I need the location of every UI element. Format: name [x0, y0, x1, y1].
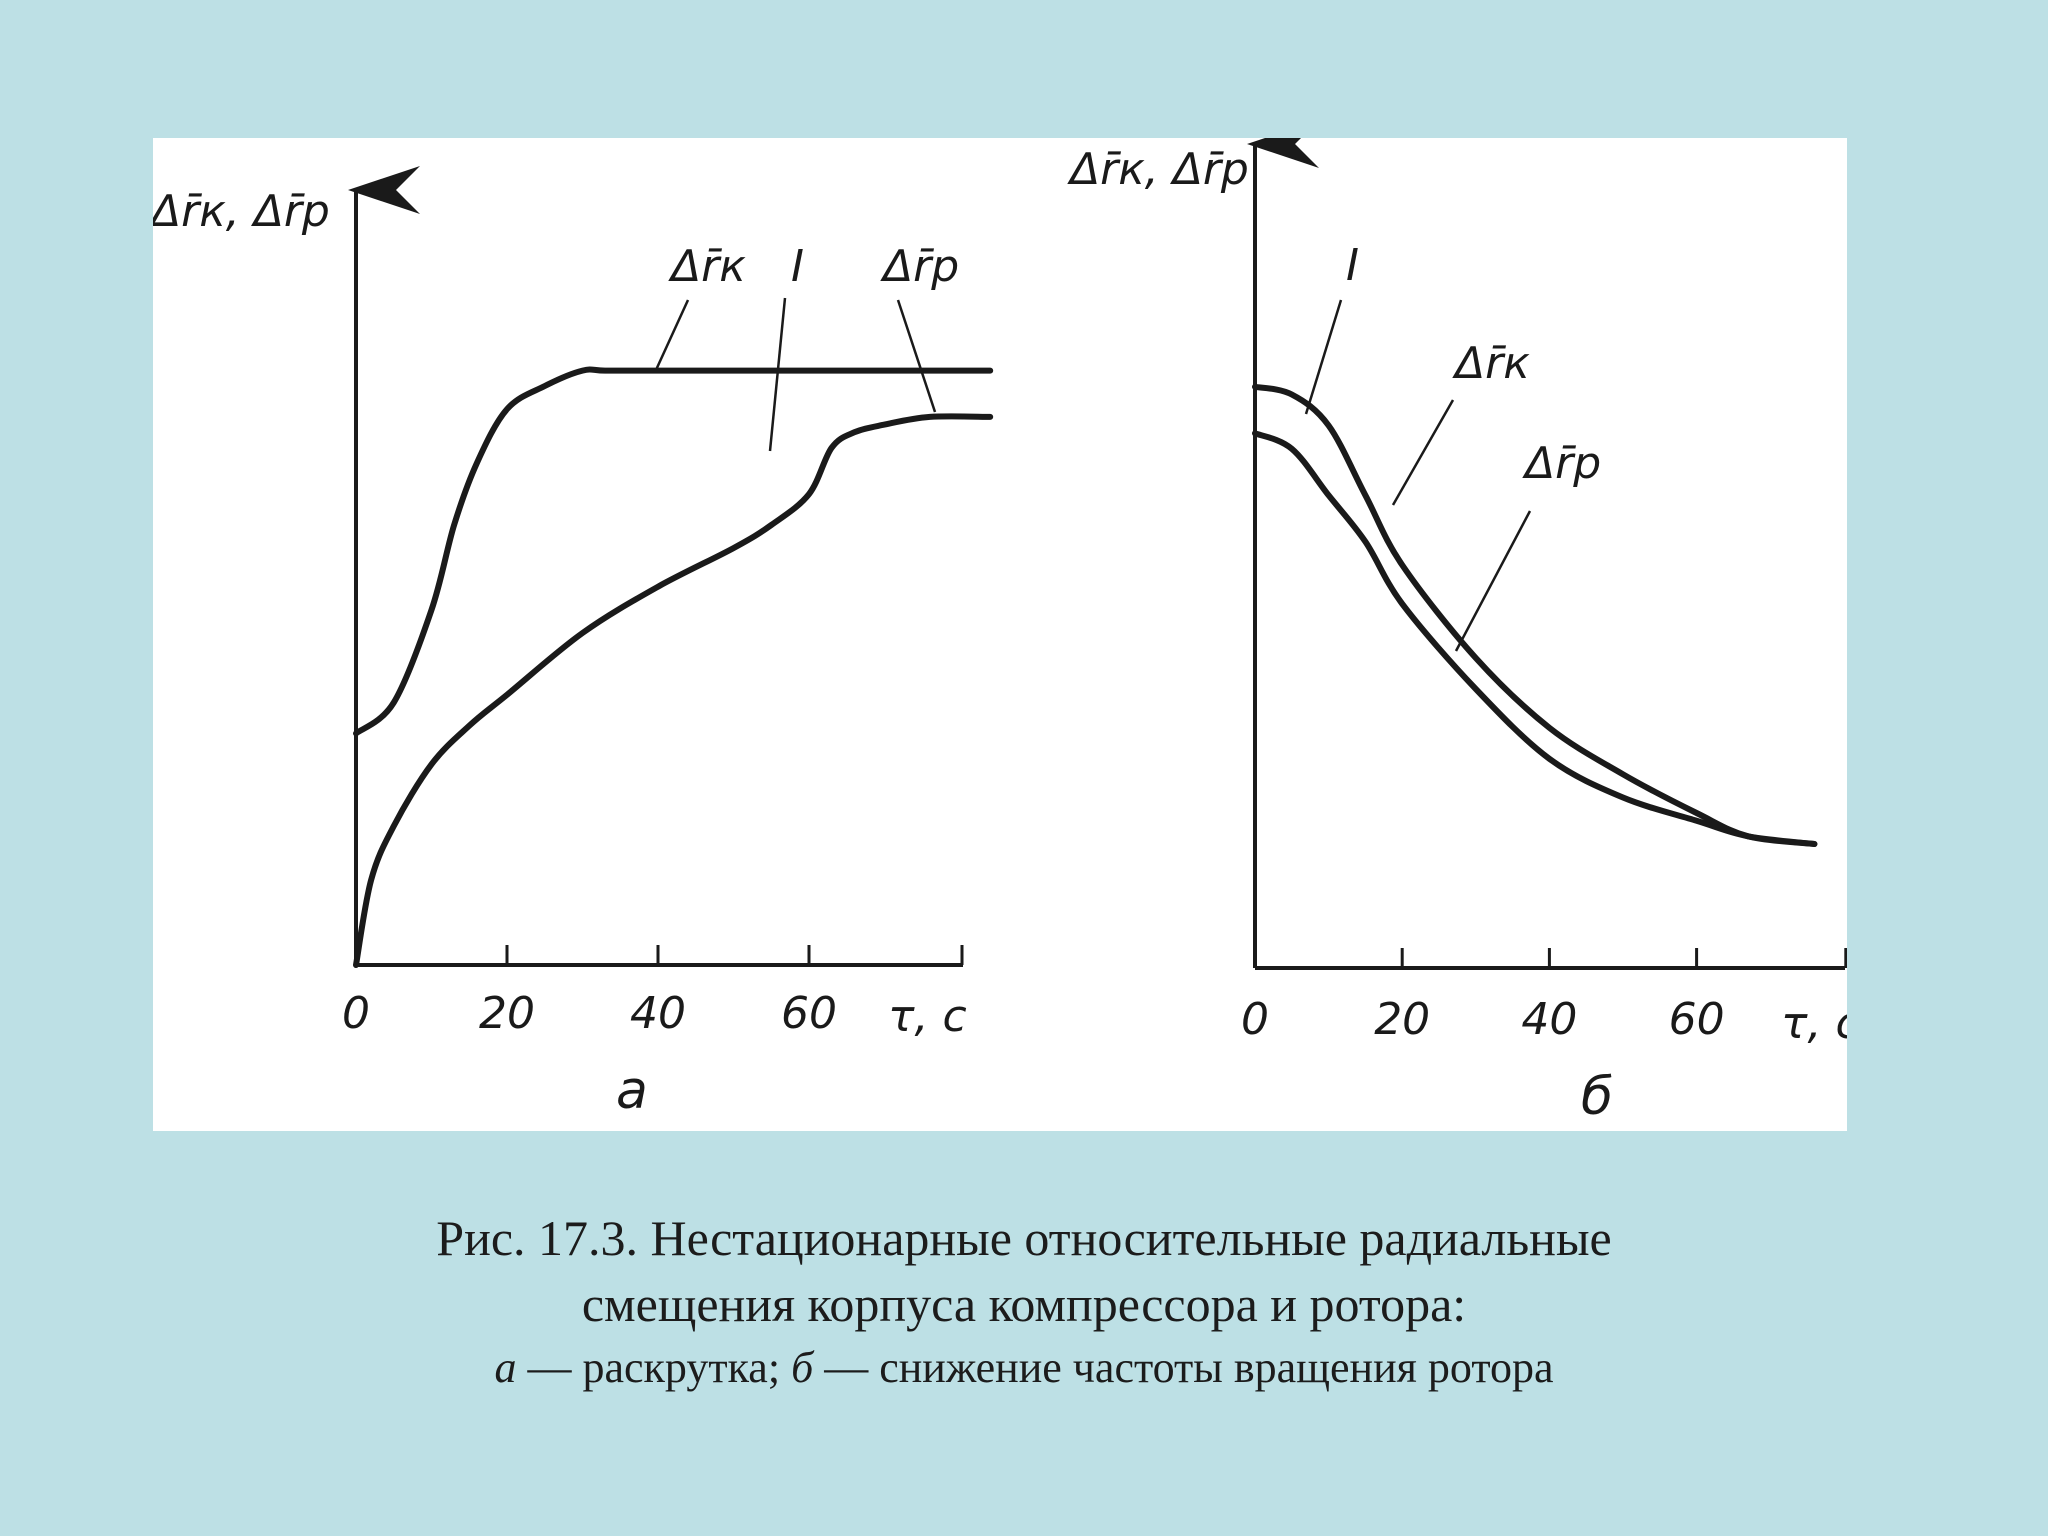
chart-b-x-axis-label: τ, с — [1781, 998, 1847, 1049]
chart-a-series-delta-rp-line — [353, 413, 994, 968]
chart-b-y-axis-label: Δr̄к, Δr̄р — [1067, 144, 1249, 195]
chart-b-leader-delta-rk — [1391, 399, 1455, 506]
caption-line-2: смещения корпуса компрессора и ротора: — [581, 1276, 1467, 1332]
chart-b-annotation-delta-rp: Δr̄р — [1522, 438, 1601, 489]
chart-b-series-delta-rk-line — [1252, 383, 1818, 847]
chart-a-curves — [353, 366, 994, 968]
chart-b-leader-delta-rp — [1454, 510, 1532, 652]
chart-b-annotation-delta-rk: Δr̄к — [1452, 338, 1530, 389]
chart-a-annotation-I: I — [791, 241, 804, 292]
chart-a-y-axis-label: Δr̄к, Δr̄р — [153, 186, 330, 237]
chart-b-tick-label-0: 0 — [1241, 994, 1269, 1045]
chart-a-tick-label-60: 60 — [781, 988, 837, 1039]
chart-a-panel-label: а — [616, 1061, 648, 1121]
caption-line-3: а — раскрутка; б — снижение частоты вращ… — [0, 1337, 2048, 1399]
chart-a-x-axis-label: τ, с — [888, 991, 967, 1042]
figure-svg: 0 20 40 60 Δr̄к, Δr̄р τ, с а Δr̄к I Δr̄р 0 2… — [153, 138, 1847, 1127]
caption-text-b: — снижение частоты вращения ротора — [813, 1343, 1554, 1392]
figure-panel: 0 20 40 60 Δr̄к, Δr̄р τ, с а Δr̄к I Δr̄р 0 2… — [153, 138, 1847, 1131]
chart-b-series-delta-rp-line — [1252, 430, 1818, 847]
caption-text-a: — раскрутка; — [516, 1343, 792, 1392]
chart-b-tick-label-60: 60 — [1669, 994, 1725, 1045]
chart-a: 0 20 40 60 Δr̄к, Δr̄р τ, с а Δr̄к I Δr̄р — [153, 166, 994, 1121]
chart-a-tick-label-0: 0 — [342, 988, 370, 1039]
chart-a-annotation-delta-rk: Δr̄к — [668, 241, 746, 292]
chart-b-curves — [1252, 383, 1818, 847]
chart-b-annotation-I: I — [1346, 240, 1359, 291]
chart-b-leader-I — [1304, 299, 1343, 415]
chart-a-annotation-delta-rp: Δr̄р — [880, 241, 959, 292]
chart-a-series-delta-rk-line — [353, 366, 994, 737]
chart-b-tick-label-20: 20 — [1374, 994, 1430, 1045]
chart-a-tick-label-20: 20 — [479, 988, 535, 1039]
caption-label-a: а — [494, 1343, 517, 1392]
figure-caption: Рис. 17.3. Нестационарные относительные … — [0, 1205, 2048, 1399]
caption-label-b: б — [791, 1343, 814, 1392]
chart-a-tick-label-40: 40 — [630, 988, 686, 1039]
chart-a-leader-delta-rk — [654, 299, 690, 371]
chart-b: 0 20 40 60 Δr̄к, Δr̄р τ, с б I Δr̄к Δr̄р — [1067, 138, 1847, 1127]
chart-b-tick-label-40: 40 — [1521, 994, 1577, 1045]
chart-a-leader-delta-rp — [896, 299, 937, 413]
chart-a-ticks: 0 20 40 60 — [342, 945, 964, 1039]
caption-line-1: Рис. 17.3. Нестационарные относительные … — [436, 1210, 1612, 1266]
chart-a-leader-I — [768, 297, 787, 452]
chart-b-panel-label: б — [1581, 1067, 1613, 1127]
chart-b-ticks: 0 20 40 60 — [1241, 948, 1847, 1045]
